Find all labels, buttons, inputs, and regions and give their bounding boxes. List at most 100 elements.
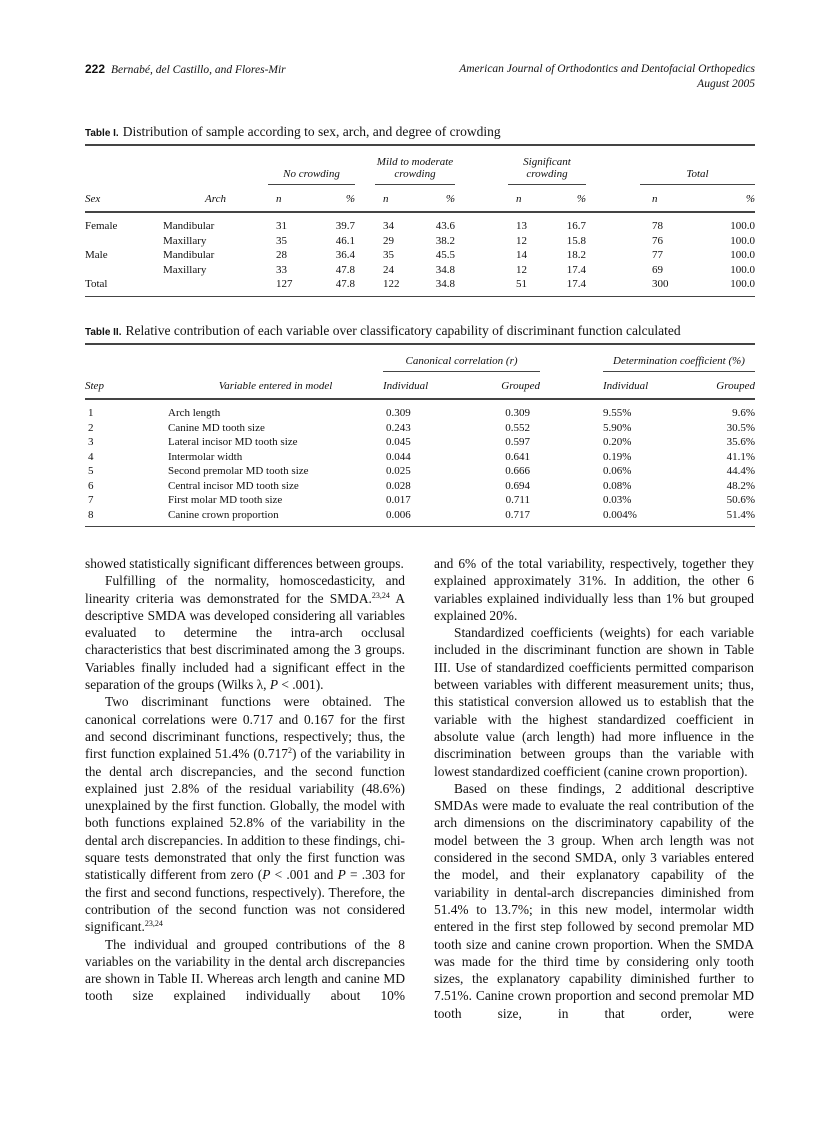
- paragraph: The individual and grouped contributions…: [85, 936, 405, 1005]
- text-run: < .001 and: [270, 867, 338, 883]
- table-2: Table II. Relative contribution of each v…: [85, 323, 755, 527]
- table-cell: Female: [85, 220, 118, 232]
- table-row: 8 Canine crown proportion 0.006 0.717 0.004%…: [85, 507, 755, 527]
- table-row: 1 Arch length 0.309 0.309 9.55% 9.6%: [85, 399, 755, 421]
- table-cell: Lateral incisor MD tooth size: [168, 436, 298, 448]
- table-cell: Mandibular: [163, 249, 215, 261]
- paragraph: and 6% of the total variability, respect…: [434, 555, 754, 624]
- table-cell: 24: [383, 263, 394, 276]
- spacer-cell: [355, 234, 375, 249]
- table-cell: 39.7: [335, 220, 355, 232]
- table-1-caption: Table I. Distribution of sample according…: [85, 124, 755, 140]
- paragraph: showed statistically significant differe…: [85, 555, 405, 572]
- table-cell: 50.6%: [726, 494, 755, 506]
- table-cell: 0.597: [505, 436, 530, 448]
- column-header: Step: [85, 371, 168, 400]
- table-cell: 0.044: [386, 450, 411, 463]
- spacer-cell: [540, 421, 603, 436]
- column-header: n: [375, 184, 410, 213]
- table-cell: 0.004%: [603, 507, 680, 527]
- table-cell: 46.1: [335, 234, 355, 247]
- table-row: Male Mandibular 28 36.4 35 45.5 14 18.2 77 100.0: [85, 248, 755, 263]
- table-cell: 34.8: [435, 263, 455, 276]
- text-run: = .303 for the first and second function…: [85, 867, 405, 935]
- caption-text: Relative contribution of each variable o…: [125, 323, 681, 338]
- paragraph: Fulfilling of the normality, homoscedast…: [85, 572, 405, 693]
- body-column-left: showed statistically significant differe…: [85, 555, 405, 1005]
- table-cell: 2: [88, 421, 94, 434]
- table-cell: 18.2: [566, 249, 586, 261]
- table-cell: 17.4: [545, 277, 586, 297]
- table-cell: 76: [652, 234, 663, 247]
- authors: Bernabé, del Castillo, and Flores-Mir: [111, 64, 286, 76]
- table-cell: 0.717: [470, 507, 540, 527]
- italic-symbol: P: [262, 867, 271, 883]
- spacer-cell: [540, 399, 603, 421]
- citation-superscript: 23,24: [371, 590, 390, 600]
- table-cell: 0.03%: [603, 494, 632, 506]
- table-cell: 36.4: [335, 249, 355, 261]
- table-cell: 1: [88, 407, 94, 419]
- table-cell: 300: [640, 277, 690, 297]
- journal-info: American Journal of Orthodontics and Den…: [459, 62, 755, 92]
- table-label: Table II.: [85, 327, 122, 338]
- table-cell: 100.0: [730, 263, 756, 276]
- table-cell: [85, 263, 163, 278]
- table-cell: 8: [85, 507, 168, 527]
- table-cell: 0.19%: [603, 450, 632, 463]
- table-cell: 43.6: [435, 220, 455, 232]
- table-row: 2 Canine MD tooth size 0.243 0.552 5.90% 30.5…: [85, 421, 755, 436]
- column-header: Grouped: [680, 371, 755, 400]
- table-2-grid: Canonical correlation (r) Determination …: [85, 343, 755, 527]
- table-row: 6 Central incisor MD tooth size 0.028 0.694…: [85, 479, 755, 494]
- spacer-cell: [455, 263, 508, 278]
- citation-superscript: 23,24: [144, 919, 163, 929]
- table-cell: 35.6%: [726, 436, 755, 448]
- table-cell: 12: [516, 263, 527, 276]
- table-cell: 9.55%: [603, 407, 632, 419]
- table-cell: 0.028: [386, 479, 411, 492]
- table-cell: Intermolar width: [168, 450, 243, 463]
- column-header: %: [410, 184, 455, 213]
- table-cell: 33: [276, 263, 287, 276]
- table-cell: Total: [85, 277, 163, 297]
- table-cell: Arch length: [168, 407, 221, 419]
- table-cell: [163, 277, 268, 297]
- table-cell: 15.8: [566, 234, 586, 247]
- text-run: A descriptive SMDA was developed conside…: [85, 590, 405, 693]
- table-cell: 30.5%: [726, 421, 755, 434]
- spacer-cell: [540, 464, 603, 479]
- table-row: Female Mandibular 31 39.7 34 43.6 13 16.7 78 100.…: [85, 212, 755, 234]
- table-cell: [85, 234, 163, 249]
- table-cell: 47.8: [335, 263, 355, 276]
- table-cell: 0.20%: [603, 436, 632, 448]
- table-cell: 5.90%: [603, 421, 632, 434]
- table-cell: 9.6%: [732, 407, 755, 419]
- table-cell: 12: [516, 234, 527, 247]
- table-cell: 0.045: [386, 436, 411, 448]
- table-cell: 14: [516, 249, 527, 261]
- group-header: Canonical correlation (r): [383, 344, 540, 372]
- table-row: Maxillary 33 47.8 24 34.8 12 17.4 69 100.0: [85, 263, 755, 278]
- table-cell: 122: [375, 277, 410, 297]
- table-cell: 77: [652, 249, 663, 261]
- table-cell: 0.006: [383, 507, 470, 527]
- table-cell: Maxillary: [163, 234, 207, 247]
- text-run: The individual and grouped contributions…: [85, 936, 405, 1004]
- spacer-cell: [355, 263, 375, 278]
- table-cell: 34.8: [410, 277, 455, 297]
- text-run: and 6% of the total variability, respect…: [434, 556, 754, 623]
- table-cell: 45.5: [435, 249, 455, 261]
- text-run: showed statistically significant differe…: [85, 556, 404, 571]
- column-header: Arch: [163, 184, 268, 213]
- spacer-cell: [355, 212, 375, 234]
- table-cell: 0.243: [386, 421, 411, 434]
- caption-text: Distribution of sample according to sex,…: [122, 124, 501, 139]
- table-cell: 0.06%: [603, 465, 632, 477]
- table-cell: 0.309: [386, 407, 411, 419]
- column-header: Variable entered in model: [168, 371, 383, 400]
- column-header: Individual: [383, 371, 470, 400]
- paragraph: Based on these findings, 2 additional de…: [434, 780, 754, 1022]
- text-run: ) of the variability in the dental arch …: [85, 746, 405, 883]
- page-number: 222: [85, 62, 106, 76]
